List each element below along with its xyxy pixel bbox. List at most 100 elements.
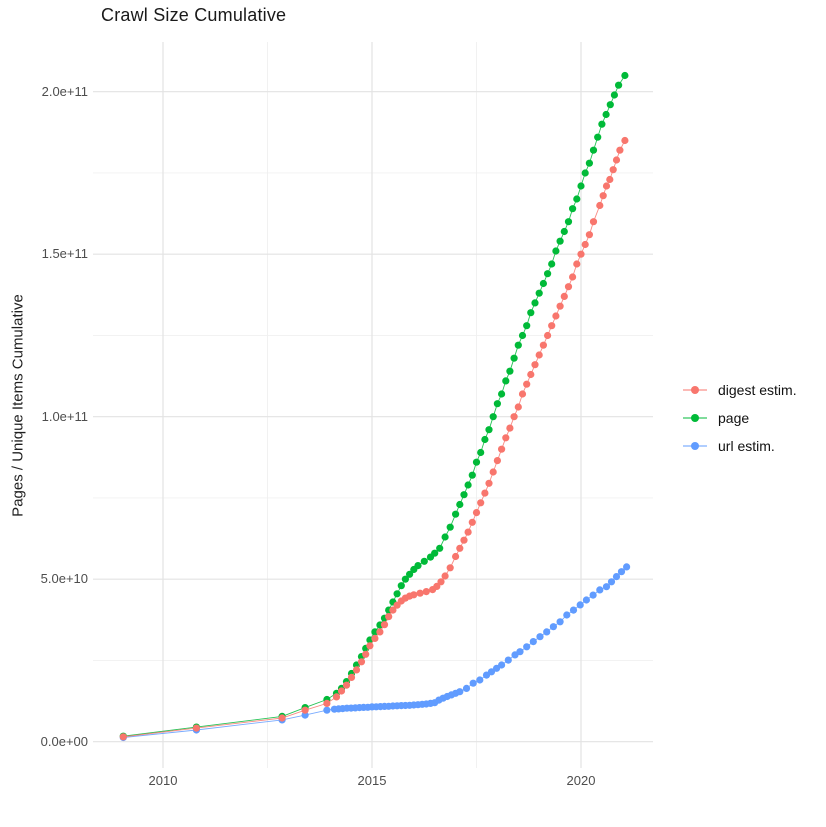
data-point (606, 101, 614, 109)
data-point (552, 247, 560, 255)
data-point (506, 367, 514, 375)
data-point (493, 457, 501, 465)
data-point (481, 435, 489, 444)
data-point (352, 666, 361, 674)
y-tick-label: 2.0e+11 (41, 83, 88, 99)
data-point (446, 523, 454, 531)
data-point (464, 528, 472, 536)
data-point (607, 578, 616, 586)
data-point (569, 205, 577, 213)
data-point (380, 621, 389, 629)
y-tick-label: 1.0e+11 (41, 408, 88, 424)
data-point (472, 458, 481, 466)
series-line-url-estim (123, 566, 627, 738)
data-point (437, 578, 445, 586)
data-point (481, 489, 489, 497)
data-point (612, 573, 621, 581)
data-point (504, 656, 512, 664)
data-point (433, 582, 441, 591)
legend-key-icon (683, 386, 707, 394)
data-point (468, 518, 476, 526)
legend-entry: digest estim. (682, 380, 797, 400)
data-point (420, 557, 428, 565)
legend: digest estim. page url estim. (682, 380, 797, 464)
data-point (371, 628, 379, 636)
data-point (523, 380, 531, 388)
legend-key-icon (683, 414, 707, 422)
legend-key-dot (691, 414, 699, 422)
data-point (456, 500, 464, 509)
data-point (518, 331, 527, 340)
data-point (441, 533, 449, 541)
data-point (489, 413, 497, 421)
data-point (552, 312, 560, 320)
data-point (441, 572, 449, 580)
data-point (323, 699, 331, 708)
data-point (610, 91, 619, 99)
data-point (385, 613, 393, 621)
legend-entry: page (682, 408, 797, 428)
data-point (564, 283, 573, 291)
series-url-estim (119, 563, 631, 742)
legend-entry: url estim. (682, 436, 797, 456)
chart-title: Crawl Size Cumulative (101, 5, 287, 25)
data-point (393, 590, 401, 598)
data-point (487, 668, 496, 676)
data-point (506, 424, 514, 432)
data-point (376, 628, 384, 636)
data-point (468, 471, 476, 479)
data-point (529, 638, 537, 646)
data-point (556, 302, 564, 310)
data-point (502, 434, 510, 442)
data-point (498, 661, 506, 669)
data-point (589, 218, 598, 226)
x-tick-label: 2020 (566, 773, 596, 788)
x-tick-label: 2015 (357, 773, 387, 788)
data-point (596, 201, 604, 210)
data-point (596, 586, 604, 594)
data-point (476, 676, 484, 684)
series-line-digest-estim (123, 140, 626, 738)
data-point (623, 563, 631, 571)
data-point (472, 508, 481, 517)
data-point (389, 606, 397, 614)
data-point (573, 260, 581, 268)
data-point (332, 693, 341, 701)
data-point (460, 536, 468, 544)
data-point (422, 588, 430, 596)
data-point (535, 289, 543, 297)
data-point (502, 377, 510, 385)
data-point (498, 390, 506, 398)
data-point (556, 618, 564, 626)
data-point (548, 260, 556, 268)
data-point (560, 292, 568, 300)
y-axis-title: Pages / Unique Items Cumulative (9, 294, 27, 517)
legend-label: url estim. (718, 438, 775, 454)
y-tick-label: 5.0e+10 (40, 571, 88, 587)
data-point (582, 596, 591, 604)
data-point (337, 687, 346, 695)
data-point (347, 673, 356, 682)
data-point (556, 237, 564, 245)
data-point (527, 309, 535, 317)
legend-label: page (718, 410, 750, 426)
data-point (357, 658, 366, 666)
data-point (119, 733, 127, 741)
data-point (594, 133, 602, 141)
data-point (544, 270, 552, 278)
data-point (514, 341, 522, 349)
data-point (406, 570, 414, 578)
data-point (612, 156, 621, 164)
data-point (401, 575, 409, 583)
data-point (514, 403, 522, 411)
legend-key-dot (691, 386, 699, 394)
data-point (510, 413, 518, 421)
gridlines (93, 42, 653, 768)
data-point (523, 643, 531, 651)
data-point (362, 650, 370, 658)
data-point (278, 714, 286, 722)
data-point (577, 182, 585, 190)
data-point (573, 195, 581, 203)
